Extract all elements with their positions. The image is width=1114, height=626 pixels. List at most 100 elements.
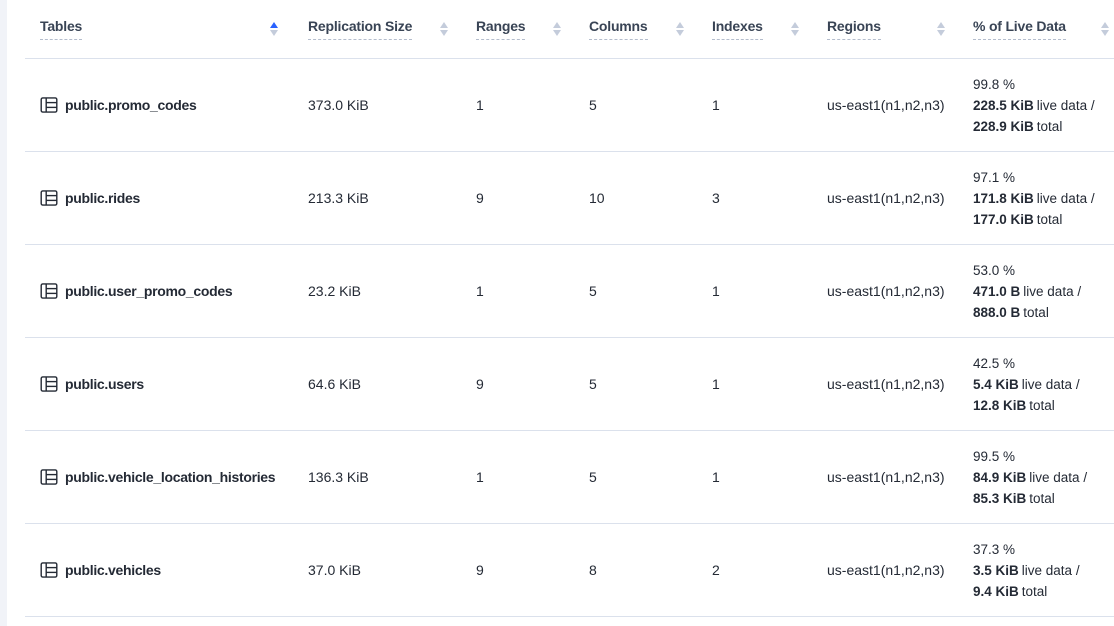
sort-desc-arrow-icon (440, 30, 448, 36)
sort-icon[interactable] (1101, 22, 1109, 36)
columns-cell: 8 (589, 562, 597, 578)
sort-desc-arrow-icon (270, 30, 278, 36)
column-header-pct-live-data[interactable]: % of Live Data (973, 0, 1114, 58)
regions-cell: us-east1(n1,n2,n3) (827, 376, 945, 392)
table-row[interactable]: public.users 64.6 KiB 9 5 1 us-east1(n1,… (10, 338, 1114, 430)
sort-desc-arrow-icon (1101, 30, 1109, 36)
regions-cell: us-east1(n1,n2,n3) (827, 469, 945, 485)
table-name-link[interactable]: public.promo_codes (65, 97, 197, 113)
sort-asc-arrow-icon (440, 22, 448, 28)
column-header-tables[interactable]: Tables (40, 0, 308, 58)
column-header-replication-size[interactable]: Replication Size (308, 0, 476, 58)
table-name-cell: public.user_promo_codes (40, 282, 308, 300)
sort-icon[interactable] (270, 22, 278, 36)
live-data-percent: 97.1 % (973, 169, 1016, 185)
table-icon (40, 375, 58, 393)
live-data-cell: 97.1 % 171.8 KiB live data / 177.0 KiB tot… (973, 167, 1114, 230)
sort-icon[interactable] (553, 22, 561, 36)
live-data-size-line: 3.5 KiB live data / (973, 562, 1080, 578)
divider (25, 244, 1114, 245)
table-name-cell: public.promo_codes (40, 96, 308, 114)
live-data-percent: 42.5 % (973, 355, 1016, 371)
sort-desc-arrow-icon (791, 30, 799, 36)
table-row[interactable]: public.vehicle_location_histories 136.3 … (10, 431, 1114, 523)
divider (25, 151, 1114, 152)
total-size-line: 9.4 KiB total (973, 583, 1048, 599)
live-data-size-line: 171.8 KiB live data / (973, 190, 1095, 206)
sort-desc-arrow-icon (553, 30, 561, 36)
replication-size-cell: 37.0 KiB (308, 562, 361, 578)
table-body: public.promo_codes 373.0 KiB 1 5 1 us-ea… (10, 59, 1114, 617)
table-name-link[interactable]: public.vehicles (65, 562, 161, 578)
live-data-percent: 99.8 % (973, 76, 1016, 92)
replication-size-cell: 64.6 KiB (308, 376, 361, 392)
replication-size-cell: 213.3 KiB (308, 190, 369, 206)
column-header-columns[interactable]: Columns (589, 0, 712, 58)
ranges-cell: 9 (476, 562, 484, 578)
indexes-cell: 2 (712, 562, 720, 578)
table-icon (40, 561, 58, 579)
table-row[interactable]: public.vehicles 37.0 KiB 9 8 2 us-east1(… (10, 524, 1114, 616)
replication-size-cell: 23.2 KiB (308, 283, 361, 299)
table-row[interactable]: public.promo_codes 373.0 KiB 1 5 1 us-ea… (10, 59, 1114, 151)
column-header-ranges[interactable]: Ranges (476, 0, 589, 58)
sort-asc-arrow-icon (937, 22, 945, 28)
columns-cell: 5 (589, 97, 597, 113)
column-header-indexes-label: Indexes (712, 18, 763, 40)
sort-asc-arrow-icon (791, 22, 799, 28)
regions-cell: us-east1(n1,n2,n3) (827, 562, 945, 578)
sort-icon[interactable] (791, 22, 799, 36)
table-icon (40, 468, 58, 486)
live-data-cell: 37.3 % 3.5 KiB live data / 9.4 KiB total (973, 539, 1114, 602)
table-name-link[interactable]: public.users (65, 376, 144, 392)
divider (25, 58, 1114, 59)
live-data-percent: 99.5 % (973, 448, 1016, 464)
column-header-replication-size-label: Replication Size (308, 18, 412, 40)
table-name-link[interactable]: public.vehicle_location_histories (65, 469, 276, 485)
table-name-link[interactable]: public.rides (65, 190, 140, 206)
total-size-line: 177.0 KiB total (973, 211, 1063, 227)
regions-cell: us-east1(n1,n2,n3) (827, 283, 945, 299)
sort-asc-arrow-icon (270, 22, 278, 28)
live-data-cell: 99.5 % 84.9 KiB live data / 85.3 KiB total (973, 446, 1114, 509)
total-size-line: 12.8 KiB total (973, 397, 1055, 413)
replication-size-cell: 373.0 KiB (308, 97, 369, 113)
sort-desc-arrow-icon (937, 30, 945, 36)
column-header-indexes[interactable]: Indexes (712, 0, 827, 58)
indexes-cell: 1 (712, 283, 720, 299)
columns-cell: 10 (589, 190, 605, 206)
sort-icon[interactable] (937, 22, 945, 36)
sort-asc-arrow-icon (1101, 22, 1109, 28)
table-name-cell: public.vehicles (40, 561, 308, 579)
page-left-gutter (0, 0, 7, 626)
tables-list: Tables Replication Size Ranges Columns I… (10, 0, 1114, 617)
total-size-line: 85.3 KiB total (973, 490, 1055, 506)
table-row[interactable]: public.user_promo_codes 23.2 KiB 1 5 1 u… (10, 245, 1114, 337)
column-header-columns-label: Columns (589, 18, 648, 40)
live-data-cell: 42.5 % 5.4 KiB live data / 12.8 KiB total (973, 353, 1114, 416)
ranges-cell: 9 (476, 190, 484, 206)
sort-asc-arrow-icon (676, 22, 684, 28)
indexes-cell: 1 (712, 376, 720, 392)
table-row[interactable]: public.rides 213.3 KiB 9 10 3 us-east1(n… (10, 152, 1114, 244)
indexes-cell: 3 (712, 190, 720, 206)
sort-icon[interactable] (440, 22, 448, 36)
live-data-size-line: 228.5 KiB live data / (973, 97, 1095, 113)
live-data-cell: 99.8 % 228.5 KiB live data / 228.9 KiB tot… (973, 74, 1114, 137)
divider (25, 523, 1114, 524)
table-name-cell: public.vehicle_location_histories (40, 468, 308, 486)
column-header-regions-label: Regions (827, 18, 881, 40)
regions-cell: us-east1(n1,n2,n3) (827, 190, 945, 206)
column-header-tables-label: Tables (40, 18, 82, 40)
table-icon (40, 282, 58, 300)
columns-cell: 5 (589, 283, 597, 299)
sort-icon[interactable] (676, 22, 684, 36)
live-data-size-line: 5.4 KiB live data / (973, 376, 1080, 392)
sort-desc-arrow-icon (676, 30, 684, 36)
columns-cell: 5 (589, 376, 597, 392)
table-name-link[interactable]: public.user_promo_codes (65, 283, 233, 299)
ranges-cell: 1 (476, 469, 484, 485)
column-header-regions[interactable]: Regions (827, 0, 973, 58)
table-icon (40, 96, 58, 114)
